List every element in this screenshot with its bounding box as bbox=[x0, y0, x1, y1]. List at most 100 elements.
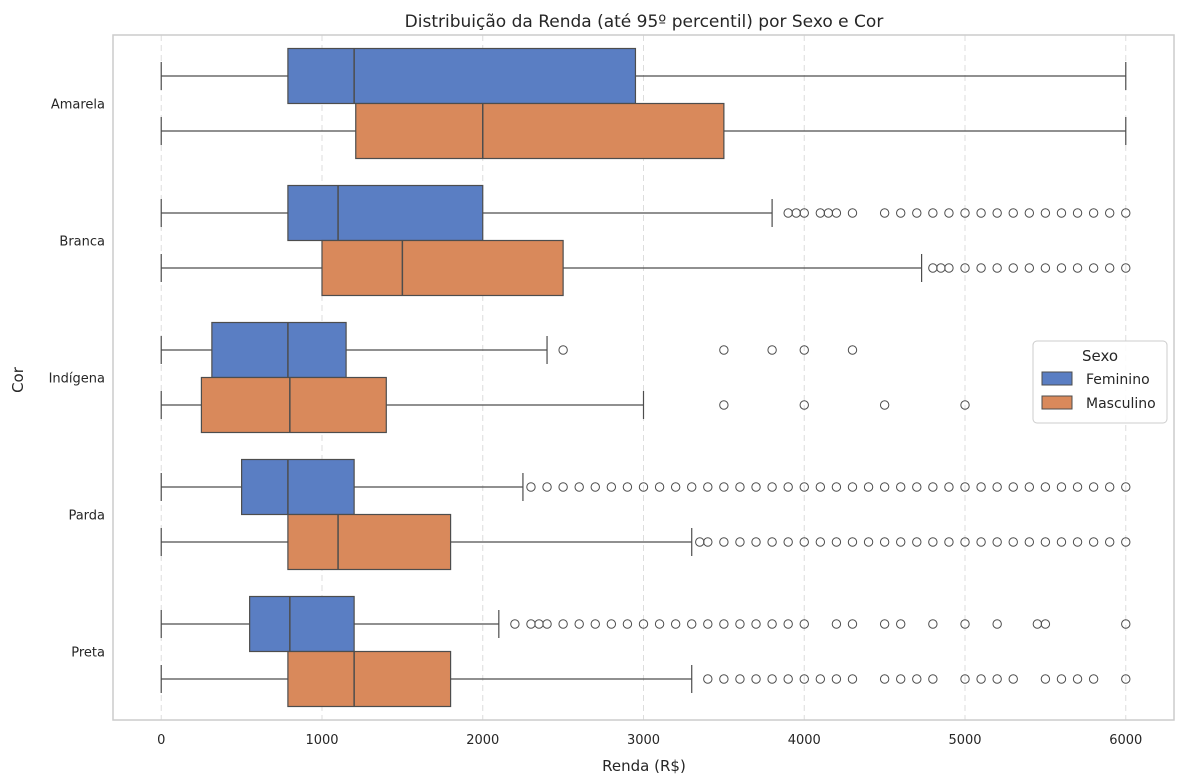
outlier-point bbox=[622, 482, 633, 492]
outlier-point bbox=[799, 208, 809, 218]
legend: Sexo Feminino Masculino bbox=[1032, 340, 1168, 424]
outlier-point bbox=[944, 263, 954, 273]
outlier-point bbox=[622, 619, 633, 629]
outlier-point bbox=[783, 482, 793, 492]
outlier-point bbox=[879, 400, 890, 410]
x-tick-label: 2000 bbox=[466, 733, 499, 748]
outlier-point bbox=[1072, 674, 1083, 684]
outlier-point bbox=[1056, 674, 1067, 684]
outlier-point bbox=[638, 619, 649, 629]
y-tick-label: Preta bbox=[71, 646, 105, 661]
legend-title: Sexo bbox=[1082, 347, 1118, 365]
outlier-point bbox=[992, 674, 1002, 684]
outlier-point bbox=[526, 482, 536, 492]
outlier-point bbox=[944, 208, 954, 218]
x-tick-label: 0 bbox=[157, 733, 165, 748]
outlier-point bbox=[767, 482, 777, 492]
outlier-point bbox=[944, 482, 954, 492]
box-Parda-Feminino bbox=[160, 458, 524, 516]
chart-title: Distribuição da Renda (até 95º percentil… bbox=[405, 12, 884, 32]
outlier-point bbox=[928, 208, 938, 218]
outlier-point bbox=[703, 537, 713, 547]
outlier-point bbox=[831, 674, 842, 684]
outlier-point bbox=[719, 537, 729, 547]
outlier-point bbox=[670, 482, 681, 492]
outlier-point bbox=[799, 537, 809, 547]
outlier-point bbox=[992, 263, 1002, 273]
legend-label: Masculino bbox=[1086, 396, 1156, 412]
outlier-point bbox=[1104, 208, 1115, 218]
outlier-point bbox=[687, 482, 697, 492]
outlier-point bbox=[1104, 537, 1115, 547]
y-tick-labels: Amarela Branca Indígena Parda Preta bbox=[49, 98, 105, 661]
outlier-point bbox=[928, 619, 938, 629]
outlier-point bbox=[767, 345, 777, 355]
outlier-point bbox=[1008, 208, 1018, 218]
outlier-point bbox=[542, 482, 552, 492]
outlier-point bbox=[976, 208, 986, 218]
outlier-point bbox=[928, 482, 938, 492]
outlier-point bbox=[815, 482, 826, 492]
x-tick-label: 1000 bbox=[305, 733, 338, 748]
y-axis-title: Cor bbox=[9, 366, 27, 393]
iqr-box bbox=[211, 321, 347, 379]
y-tick-label: Indígena bbox=[49, 372, 105, 387]
outlier-point bbox=[1040, 619, 1051, 629]
outlier-point bbox=[606, 482, 617, 492]
outlier-point bbox=[735, 619, 745, 629]
box-Amarela-Feminino bbox=[160, 47, 1127, 105]
outlier-point bbox=[928, 674, 938, 684]
outlier-point bbox=[719, 400, 729, 410]
outlier-point bbox=[896, 208, 906, 218]
outlier-point bbox=[831, 482, 842, 492]
x-axis-title: Renda (R$) bbox=[602, 757, 686, 775]
outlier-point bbox=[1040, 208, 1051, 218]
outlier-point bbox=[976, 674, 986, 684]
box-Branca-Masculino bbox=[160, 239, 923, 297]
outlier-point bbox=[879, 537, 890, 547]
box-Indígena-Feminino bbox=[160, 321, 548, 379]
box-Preta-Feminino bbox=[160, 595, 500, 653]
outlier-point bbox=[896, 619, 906, 629]
outlier-point bbox=[1088, 482, 1099, 492]
outlier-point bbox=[847, 345, 858, 355]
box-Indígena-Masculino bbox=[160, 376, 645, 434]
outlier-point bbox=[1072, 537, 1083, 547]
outlier-point bbox=[847, 619, 858, 629]
outlier-point bbox=[1040, 537, 1051, 547]
outlier-point bbox=[1056, 208, 1067, 218]
outlier-point bbox=[1040, 482, 1051, 492]
iqr-box bbox=[241, 458, 355, 516]
outlier-point bbox=[590, 619, 600, 629]
outlier-point bbox=[590, 482, 600, 492]
outlier-point bbox=[558, 345, 568, 355]
outlier-point bbox=[735, 674, 745, 684]
outlier-point bbox=[542, 619, 552, 629]
outlier-point bbox=[896, 674, 906, 684]
outlier-point bbox=[879, 619, 890, 629]
outlier-point bbox=[1024, 263, 1035, 273]
outlier-point bbox=[1056, 537, 1067, 547]
outlier-point bbox=[799, 674, 809, 684]
outlier-point bbox=[847, 674, 858, 684]
outlier-point bbox=[1040, 674, 1051, 684]
outlier-point bbox=[767, 619, 777, 629]
legend-label: Feminino bbox=[1086, 372, 1150, 388]
outlier-point bbox=[719, 619, 729, 629]
outlier-point bbox=[960, 537, 970, 547]
outlier-point bbox=[847, 482, 858, 492]
legend-items: Feminino Masculino bbox=[1041, 371, 1156, 412]
outlier-point bbox=[510, 619, 520, 629]
outlier-point bbox=[1104, 263, 1115, 273]
outlier-point bbox=[751, 619, 761, 629]
outlier-point bbox=[735, 537, 745, 547]
outlier-point bbox=[879, 482, 890, 492]
plot-frame bbox=[112, 34, 1175, 721]
y-tick-label: Amarela bbox=[51, 98, 105, 113]
iqr-box bbox=[249, 595, 355, 653]
box-layer bbox=[160, 47, 1127, 708]
outlier-point bbox=[606, 619, 617, 629]
outlier-point bbox=[992, 482, 1002, 492]
outlier-point bbox=[1056, 482, 1067, 492]
x-tick-labels: 0 1000 2000 3000 4000 5000 6000 bbox=[157, 733, 1142, 748]
